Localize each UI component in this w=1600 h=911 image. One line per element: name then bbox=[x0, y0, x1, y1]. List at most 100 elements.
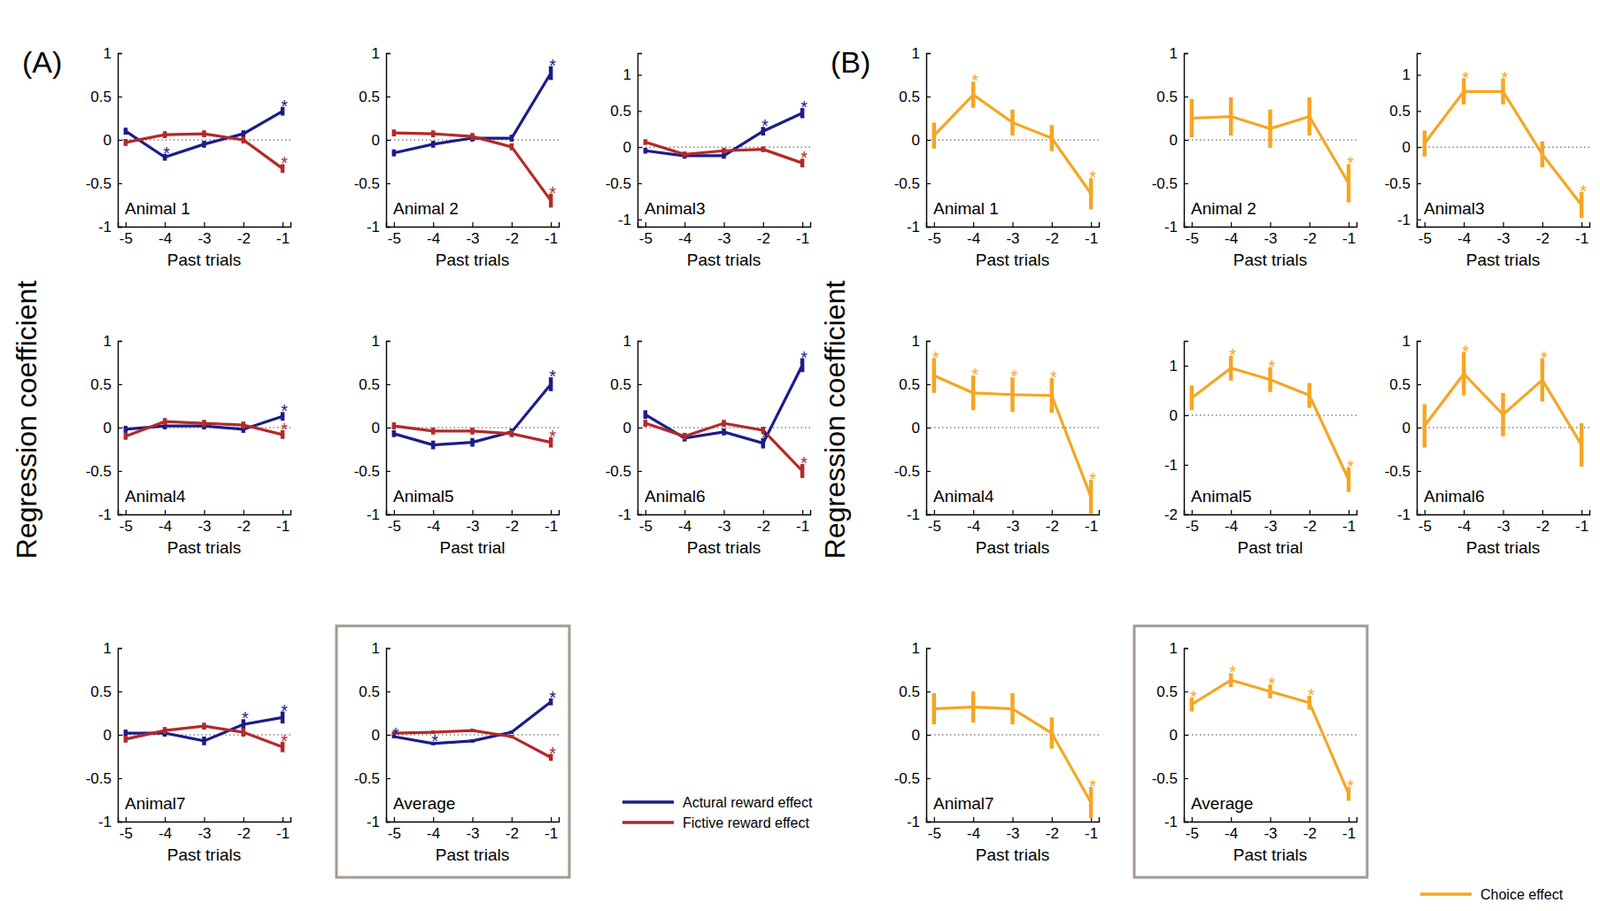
tick: -5 bbox=[387, 222, 402, 248]
tick-label: 1 bbox=[371, 332, 380, 350]
tick-mark bbox=[934, 817, 936, 822]
annotations: ***Animal7Past trials bbox=[124, 701, 288, 865]
tick: -3 bbox=[1496, 510, 1510, 535]
annotations: *****Animal4Past trials bbox=[932, 347, 1097, 557]
plot-area bbox=[934, 691, 1091, 819]
tick-mark bbox=[1183, 226, 1189, 228]
plot-area bbox=[394, 66, 551, 209]
tick: 0 bbox=[371, 419, 391, 437]
tick: -2 bbox=[1164, 506, 1189, 524]
tick: 0 bbox=[103, 131, 123, 149]
tick-label: 0 bbox=[103, 726, 112, 744]
tick-mark bbox=[386, 648, 391, 650]
tick-label: -5 bbox=[1185, 517, 1199, 535]
tick: -1 bbox=[1342, 222, 1356, 248]
tick-label: -1 bbox=[98, 813, 112, 831]
tick: 0.5 bbox=[358, 88, 391, 106]
tick-mark bbox=[394, 222, 395, 227]
subplot: -5-4-3-2-1-1-0.500.51***Animal 1Past tri… bbox=[85, 45, 292, 270]
tick-label: -4 bbox=[1457, 230, 1471, 248]
tick-mark bbox=[926, 471, 931, 472]
tick: -2 bbox=[757, 510, 771, 535]
tick-mark bbox=[432, 817, 434, 822]
tick-label: -3 bbox=[1005, 825, 1020, 843]
tick-mark bbox=[1348, 817, 1350, 822]
tick: -1 bbox=[276, 510, 290, 535]
significance-star: * bbox=[1346, 456, 1354, 477]
tick: -3 bbox=[717, 222, 731, 248]
tick-label: -1 bbox=[1164, 456, 1178, 474]
tick-label: -1 bbox=[544, 517, 558, 535]
error-bar bbox=[510, 134, 515, 142]
significance-star: * bbox=[1089, 776, 1097, 797]
error-bar bbox=[643, 409, 649, 419]
error-bar bbox=[643, 139, 649, 146]
tick: -1 bbox=[1164, 456, 1189, 474]
significance-star: * bbox=[761, 427, 769, 448]
tick-label: -2 bbox=[1164, 506, 1178, 524]
annotations: *Animal7Past trials bbox=[933, 776, 1097, 865]
error-bar bbox=[721, 153, 727, 160]
plot-area bbox=[1191, 97, 1349, 203]
tick-mark bbox=[1416, 219, 1422, 221]
tick-mark bbox=[1230, 510, 1232, 515]
tick-mark bbox=[432, 222, 434, 227]
subplot-label: Animal5 bbox=[393, 486, 455, 506]
tick-mark bbox=[926, 427, 931, 429]
tick-label: -1 bbox=[276, 825, 290, 843]
tick-mark bbox=[1183, 53, 1189, 55]
tick-label: 0.5 bbox=[90, 88, 112, 106]
tick-label: -1 bbox=[1084, 230, 1098, 248]
y-axis: -1-0.500.51 bbox=[894, 640, 931, 831]
tick-mark bbox=[1183, 648, 1189, 650]
tick: -3 bbox=[465, 222, 480, 248]
tick-mark bbox=[550, 510, 552, 515]
significance-star: * bbox=[1228, 345, 1237, 365]
plot-area bbox=[1191, 355, 1349, 493]
tick-label: -2 bbox=[237, 230, 251, 248]
tick-label: 1 bbox=[623, 66, 632, 84]
x-axis: -5-4-3-2-1 bbox=[118, 817, 292, 843]
axis-line bbox=[927, 54, 932, 228]
tick: -5 bbox=[927, 222, 942, 248]
significance-star: * bbox=[280, 153, 288, 173]
error-bar bbox=[1422, 404, 1428, 449]
error-bar bbox=[721, 419, 727, 427]
tick-mark bbox=[684, 222, 686, 227]
tick: -3 bbox=[197, 817, 211, 843]
tick: -4 bbox=[158, 817, 172, 843]
significance-star: * bbox=[1268, 356, 1276, 377]
tick-mark bbox=[684, 510, 686, 515]
tick-mark bbox=[117, 514, 123, 516]
axis-line bbox=[1184, 649, 1190, 823]
subplot: -5-4-3-2-1-1-0.500.51**Animal4Past trial… bbox=[85, 332, 292, 557]
tick-label: -5 bbox=[1185, 825, 1199, 843]
plot-area bbox=[125, 411, 283, 440]
tick-label: 0 bbox=[912, 419, 920, 437]
x-axis: -5-4-3-2-1 bbox=[638, 510, 812, 535]
tick: 1 bbox=[103, 332, 123, 350]
axis-line bbox=[927, 649, 932, 823]
tick: -5 bbox=[119, 510, 133, 535]
significance-star: * bbox=[548, 183, 557, 203]
tick-mark bbox=[1309, 817, 1311, 822]
tick: 0.5 bbox=[1156, 88, 1189, 106]
tick-label: 0 bbox=[623, 139, 632, 156]
tick-label: -0.5 bbox=[1151, 175, 1178, 193]
axis-line bbox=[1184, 817, 1358, 823]
subplot-label: Animal5 bbox=[1190, 486, 1253, 506]
annotations: **Animal 2Past trials bbox=[393, 55, 557, 270]
error-bar bbox=[1228, 97, 1234, 136]
tick: -3 bbox=[1263, 222, 1277, 248]
reference-line bbox=[386, 734, 559, 736]
tick: -0.5 bbox=[85, 770, 123, 788]
tick: -0.5 bbox=[1151, 175, 1189, 193]
tick-mark bbox=[637, 427, 642, 429]
tick: -0.5 bbox=[605, 175, 642, 193]
tick-mark bbox=[926, 340, 931, 342]
tick: 0.5 bbox=[90, 376, 123, 394]
tick: 0.5 bbox=[358, 683, 391, 701]
error-bar bbox=[241, 727, 247, 737]
tick-label: -5 bbox=[639, 230, 653, 248]
tick: -2 bbox=[1303, 817, 1317, 843]
